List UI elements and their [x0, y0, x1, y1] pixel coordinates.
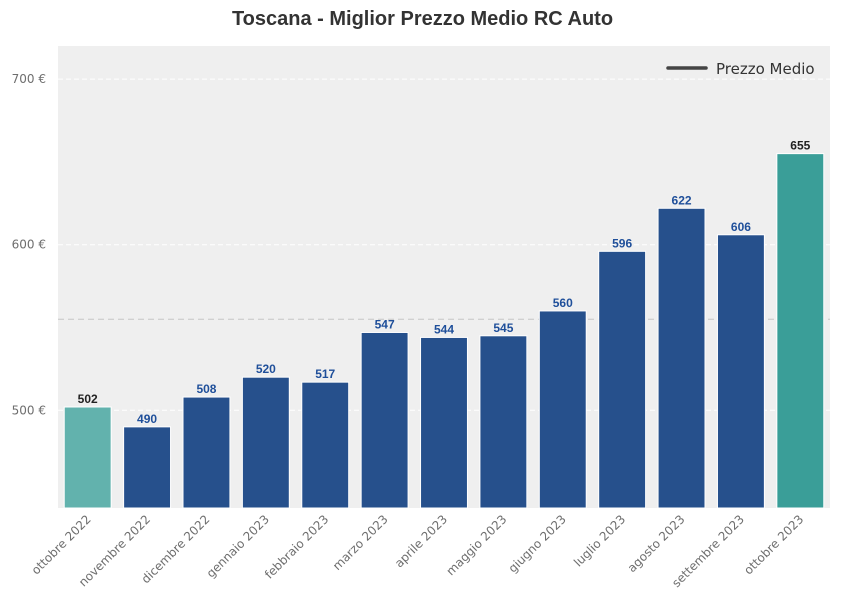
bar: [776, 153, 825, 509]
x-tick-label: maggio 2023: [444, 512, 510, 578]
bar: [420, 336, 468, 509]
bar: [657, 207, 706, 509]
x-tick-label: gennaio 2023: [204, 512, 272, 580]
y-axis-ticks: 500 € 600 € 700 €: [12, 72, 46, 417]
bar: [598, 250, 647, 509]
bar-value-label: 520: [256, 362, 276, 376]
chart-title: Toscana - Miglior Prezzo Medio RC Auto: [231, 8, 614, 30]
bar-value-label: 544: [434, 322, 454, 336]
bar: [63, 406, 112, 509]
x-tick-label: giugno 2023: [506, 512, 569, 575]
bar-value-label: 508: [196, 382, 216, 396]
bar-value-label: 560: [553, 296, 573, 310]
bar-value-label: 547: [375, 317, 395, 331]
y-tick-label: 500 €: [12, 403, 46, 417]
bar-value-label: 655: [790, 139, 810, 153]
bar: [479, 335, 528, 509]
bars: [63, 153, 825, 509]
x-tick-label: febbraio 2023: [262, 512, 331, 581]
bar: [716, 234, 765, 509]
y-tick-label: 700 €: [12, 72, 46, 86]
y-tick-label: 600 €: [12, 238, 46, 252]
x-tick-label: ottobre 2023: [741, 512, 806, 577]
bar: [241, 376, 290, 509]
x-tick-label: aprile 2023: [392, 512, 450, 570]
bar: [123, 426, 172, 509]
bar-value-label: 606: [731, 220, 751, 234]
bar-value-label: 517: [315, 367, 335, 381]
bar: [538, 310, 587, 509]
legend: Prezzo Medio: [666, 60, 815, 78]
bar-value-label: 490: [137, 412, 157, 426]
bar-value-label: 622: [672, 193, 692, 207]
legend-label: Prezzo Medio: [716, 60, 815, 78]
bar-value-label: 502: [78, 392, 98, 406]
bar: [182, 396, 231, 509]
bar: [360, 331, 409, 509]
bar-value-label: 545: [493, 321, 513, 335]
x-tick-label: marzo 2023: [330, 512, 391, 573]
x-tick-label: ottobre 2022: [29, 512, 94, 577]
bar-value-labels: 502 490 508 520 517 547 544 545 560 596 622 606 655: [78, 139, 811, 426]
bar: [301, 381, 350, 509]
x-tick-label: luglio 2023: [571, 512, 628, 569]
x-tick-label: agosto 2023: [625, 512, 688, 575]
bar-value-label: 596: [612, 236, 632, 250]
